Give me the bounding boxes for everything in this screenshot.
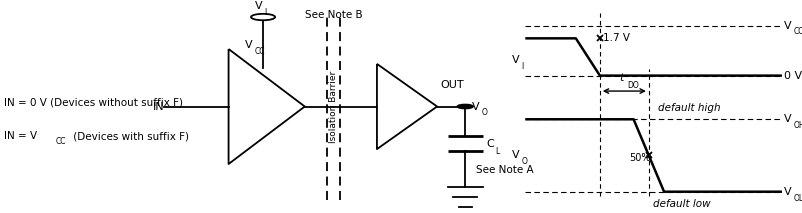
Text: V: V xyxy=(255,1,263,11)
Text: V: V xyxy=(784,114,792,124)
Text: CC: CC xyxy=(794,27,802,36)
Text: default high: default high xyxy=(658,103,721,112)
Text: OL: OL xyxy=(794,194,802,203)
Text: CC: CC xyxy=(55,137,66,146)
Text: Isolation Barrier: Isolation Barrier xyxy=(329,70,338,143)
Text: V: V xyxy=(472,102,480,111)
Text: 50%: 50% xyxy=(630,153,651,163)
Text: C: C xyxy=(486,139,494,149)
Text: CC: CC xyxy=(254,47,265,56)
Text: IN = V: IN = V xyxy=(4,131,37,141)
Text: See Note B: See Note B xyxy=(305,10,363,20)
Text: V: V xyxy=(245,40,253,50)
Text: L: L xyxy=(496,147,500,156)
Text: V: V xyxy=(512,55,520,65)
Text: t: t xyxy=(620,73,624,83)
Text: O: O xyxy=(481,108,487,117)
Text: OH: OH xyxy=(794,121,802,130)
Text: V: V xyxy=(512,151,520,160)
Text: IN = 0 V (Devices without suffix F): IN = 0 V (Devices without suffix F) xyxy=(4,97,183,107)
Text: V: V xyxy=(784,21,792,30)
Text: O: O xyxy=(521,157,527,166)
Text: 1.7 V: 1.7 V xyxy=(603,33,630,43)
Text: I: I xyxy=(521,62,524,71)
Text: (Devices with suffix F): (Devices with suffix F) xyxy=(70,131,188,141)
Circle shape xyxy=(457,104,473,109)
Text: 0 V: 0 V xyxy=(784,71,802,81)
Text: OUT: OUT xyxy=(440,80,464,90)
Text: DO: DO xyxy=(627,81,639,90)
Text: default low: default low xyxy=(653,200,711,209)
Text: IN: IN xyxy=(152,102,164,111)
Text: See Note A: See Note A xyxy=(476,166,534,175)
Text: I: I xyxy=(265,8,267,17)
Text: V: V xyxy=(784,187,792,197)
